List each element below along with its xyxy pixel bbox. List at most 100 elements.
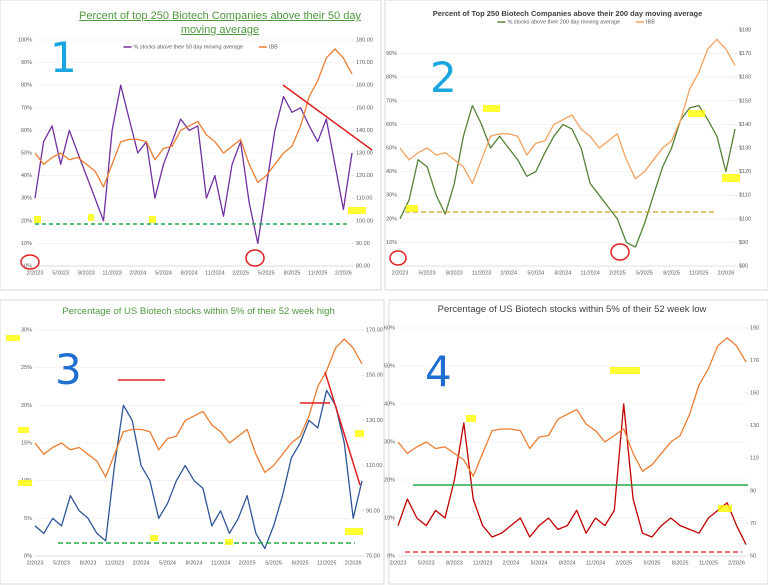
highlight bbox=[34, 216, 41, 223]
x-tick-label: 11/2024 bbox=[580, 270, 599, 276]
legend-label: % stocks above their 200 day moving aver… bbox=[508, 19, 621, 25]
y-tick-label: 40% bbox=[386, 169, 397, 175]
x-tick-label: 2/2025 bbox=[615, 560, 632, 566]
x-tick-label: 2/2026 bbox=[345, 560, 362, 566]
x-tick-label: 2/2023 bbox=[390, 560, 407, 566]
y-tick-label: 20% bbox=[21, 218, 32, 224]
x-tick-label: 5/2025 bbox=[644, 560, 661, 566]
y-tick-label: 10% bbox=[21, 241, 32, 247]
y2-tick-label: 150.00 bbox=[366, 373, 383, 379]
series-line bbox=[34, 338, 363, 478]
series-line bbox=[399, 38, 736, 185]
y2-tick-label: $100 bbox=[739, 216, 751, 222]
y-tick-label: 20% bbox=[386, 216, 397, 222]
y2-tick-label: 90.00 bbox=[356, 241, 370, 247]
y-tick-label: 90% bbox=[386, 51, 397, 57]
y-tick-label: 60% bbox=[21, 128, 32, 134]
y2-tick-label: 140.00 bbox=[356, 128, 373, 134]
series-line bbox=[34, 48, 353, 188]
chart-title: Percentage of US Biotech stocks within 5… bbox=[62, 306, 335, 317]
x-tick-label: 5/2025 bbox=[258, 270, 275, 276]
highlight bbox=[718, 505, 732, 512]
y2-tick-label: 70 bbox=[750, 521, 756, 527]
highlight bbox=[406, 205, 418, 212]
y2-tick-label: 160.00 bbox=[356, 83, 373, 89]
chart-title: Percent of Top 250 Biotech Companies abo… bbox=[432, 9, 703, 18]
x-tick-label: 2/2024 bbox=[502, 560, 519, 566]
x-tick-label: 5/2023 bbox=[419, 270, 436, 276]
x-tick-label: 11/2025 bbox=[689, 270, 708, 276]
y-tick-label: 50% bbox=[21, 150, 32, 156]
annotation: 4 bbox=[425, 347, 452, 396]
circle bbox=[610, 243, 630, 261]
x-tick-label: 5/2024 bbox=[155, 270, 172, 276]
x-tick-label: 5/2024 bbox=[531, 560, 548, 566]
y-tick-label: 60% bbox=[384, 325, 395, 331]
y2-tick-label: $80 bbox=[739, 263, 748, 269]
x-tick-label: 2/2024 bbox=[133, 560, 150, 566]
x-tick-label: 8/2023 bbox=[80, 560, 97, 566]
x-tick-label: 8/2024 bbox=[186, 560, 203, 566]
y-tick-label: 10% bbox=[386, 240, 397, 246]
highlight bbox=[722, 174, 740, 182]
x-tick-label: 2/2026 bbox=[728, 560, 745, 566]
x-tick-label: 2/2026 bbox=[335, 270, 352, 276]
x-tick-label: 5/2023 bbox=[418, 560, 435, 566]
y2-tick-label: $180 bbox=[739, 27, 751, 33]
y2-tick-label: $90 bbox=[739, 240, 748, 246]
y2-tick-label: $130 bbox=[739, 145, 751, 151]
x-tick-label: 8/2023 bbox=[446, 270, 463, 276]
y-tick-label: 15% bbox=[21, 440, 32, 446]
y-tick-label: 5% bbox=[24, 516, 32, 522]
x-tick-label: 5/2025 bbox=[636, 270, 653, 276]
x-tick-label: 2/2023 bbox=[27, 560, 44, 566]
highlight bbox=[225, 539, 233, 545]
x-tick-label: 8/2025 bbox=[292, 560, 309, 566]
x-tick-label: 8/2025 bbox=[672, 560, 689, 566]
y2-tick-label: 130.00 bbox=[366, 418, 383, 424]
y2-tick-label: $160 bbox=[739, 75, 751, 81]
y-tick-label: 30% bbox=[386, 193, 397, 199]
highlight bbox=[18, 480, 32, 486]
y2-tick-label: 90.00 bbox=[366, 508, 380, 514]
highlight bbox=[688, 110, 705, 117]
y2-tick-label: $120 bbox=[739, 169, 751, 175]
highlight bbox=[355, 430, 364, 437]
y2-tick-label: 180.00 bbox=[356, 37, 373, 43]
legend-label: IBB bbox=[269, 44, 278, 50]
y2-tick-label: $150 bbox=[739, 98, 751, 104]
y-tick-label: 30% bbox=[21, 327, 32, 333]
y2-tick-label: 170 bbox=[750, 358, 759, 364]
x-tick-label: 11/2023 bbox=[473, 560, 492, 566]
annotation: 2 bbox=[430, 53, 457, 102]
x-tick-label: 11/2025 bbox=[317, 560, 336, 566]
x-tick-label: 11/2024 bbox=[211, 560, 230, 566]
highlight bbox=[18, 427, 29, 433]
circle bbox=[389, 250, 407, 266]
y2-tick-label: 120.00 bbox=[356, 173, 373, 179]
y-tick-label: 50% bbox=[386, 145, 397, 151]
x-tick-label: 8/2024 bbox=[181, 270, 198, 276]
highlight bbox=[466, 415, 476, 422]
y2-tick-label: $140 bbox=[739, 122, 751, 128]
legend-label: % stocks above their 50 day moving avera… bbox=[134, 44, 243, 50]
highlight bbox=[88, 214, 94, 221]
highlight bbox=[149, 216, 156, 223]
x-tick-label: 5/2025 bbox=[265, 560, 282, 566]
annotation: 3 bbox=[55, 345, 82, 394]
x-tick-label: 5/2024 bbox=[527, 270, 544, 276]
y2-tick-label: 50 bbox=[750, 553, 756, 559]
y2-tick-label: 150.00 bbox=[356, 105, 373, 111]
y2-tick-label: 100.00 bbox=[356, 218, 373, 224]
x-tick-label: 2/2023 bbox=[27, 270, 44, 276]
x-tick-label: 11/2023 bbox=[105, 560, 124, 566]
y2-tick-label: 170.00 bbox=[356, 60, 373, 66]
chart-title: Percentage of US Biotech stocks within 5… bbox=[437, 304, 707, 315]
series-line bbox=[34, 389, 363, 550]
y2-tick-label: 130.00 bbox=[356, 150, 373, 156]
y2-tick-label: 110.00 bbox=[356, 196, 372, 202]
panel bbox=[0, 0, 382, 291]
x-tick-label: 11/2025 bbox=[699, 560, 718, 566]
chart-title: Percent of top 250 Biotech Companies abo… bbox=[79, 10, 361, 36]
